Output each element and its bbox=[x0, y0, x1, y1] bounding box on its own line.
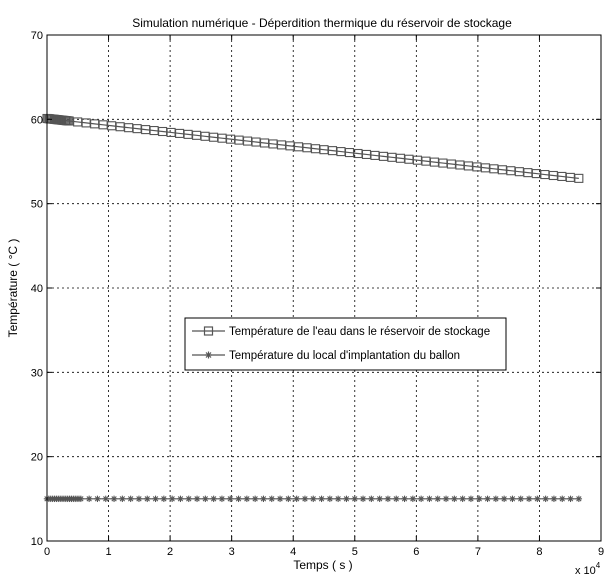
data-point bbox=[534, 495, 541, 503]
data-point bbox=[268, 495, 275, 503]
data-point bbox=[393, 495, 400, 503]
data-point bbox=[177, 495, 184, 503]
data-point bbox=[484, 495, 491, 503]
data-point bbox=[575, 495, 583, 503]
data-point bbox=[509, 495, 516, 503]
y-tick-label: 40 bbox=[31, 283, 43, 295]
data-point bbox=[409, 495, 417, 503]
data-point bbox=[417, 495, 425, 503]
legend-marker-room bbox=[205, 351, 212, 359]
data-point bbox=[559, 495, 566, 503]
data-point bbox=[251, 495, 259, 503]
x-tick-label: 4 bbox=[290, 546, 296, 558]
data-point bbox=[85, 495, 93, 503]
data-point bbox=[492, 495, 500, 503]
data-point bbox=[310, 495, 317, 503]
data-point bbox=[326, 495, 334, 503]
legend-label-water: Température de l'eau dans le réservoir d… bbox=[229, 326, 490, 338]
data-point bbox=[235, 495, 242, 503]
data-point bbox=[376, 495, 383, 503]
y-tick-label: 70 bbox=[31, 30, 43, 42]
x-tick-label: 2 bbox=[167, 546, 173, 558]
data-point bbox=[368, 495, 375, 503]
data-point bbox=[476, 495, 483, 503]
y-axis-label: Température ( °C ) bbox=[6, 239, 20, 338]
data-point bbox=[384, 495, 392, 503]
y-tick-label: 10 bbox=[31, 536, 43, 548]
data-point bbox=[426, 495, 433, 503]
data-point bbox=[525, 495, 533, 503]
data-point bbox=[467, 495, 475, 503]
data-point bbox=[185, 495, 192, 503]
x-tick-label: 5 bbox=[352, 546, 358, 558]
data-point bbox=[94, 495, 101, 503]
data-point bbox=[243, 495, 251, 503]
data-point bbox=[343, 495, 350, 503]
data-point bbox=[144, 495, 151, 503]
data-point bbox=[102, 495, 109, 503]
data-point bbox=[567, 495, 574, 503]
data-point bbox=[152, 495, 159, 503]
data-point bbox=[542, 495, 549, 503]
data-point bbox=[293, 495, 300, 503]
y-tick-label: 50 bbox=[31, 199, 43, 211]
data-point bbox=[193, 495, 201, 503]
data-point bbox=[285, 495, 292, 503]
legend: Température de l'eau dans le réservoir d… bbox=[184, 317, 507, 371]
data-point bbox=[451, 495, 458, 503]
data-point bbox=[77, 495, 85, 503]
x-tick-label: 8 bbox=[536, 546, 542, 558]
data-point bbox=[574, 173, 584, 183]
y-tick-label: 30 bbox=[31, 367, 43, 379]
x-axis-label: Temps ( s ) bbox=[293, 558, 352, 572]
legend-box bbox=[184, 317, 507, 371]
x-tick-label: 1 bbox=[105, 546, 111, 558]
data-point bbox=[227, 495, 234, 503]
x-exponent-base: x 10 bbox=[575, 565, 596, 576]
data-point bbox=[135, 495, 143, 503]
data-point bbox=[301, 495, 309, 503]
y-tick-label: 20 bbox=[31, 452, 43, 464]
data-point bbox=[318, 495, 325, 503]
data-point bbox=[210, 495, 217, 503]
y-tick-label: 60 bbox=[31, 114, 43, 126]
x-tick-label: 9 bbox=[598, 546, 604, 558]
data-point bbox=[168, 495, 176, 503]
data-point bbox=[276, 495, 284, 503]
x-exponent-label: x 104 bbox=[575, 561, 601, 576]
data-point bbox=[110, 495, 118, 503]
x-tick-label: 3 bbox=[229, 546, 235, 558]
data-point bbox=[500, 495, 508, 503]
data-point bbox=[351, 495, 358, 503]
data-point bbox=[127, 495, 134, 503]
x-exponent-power: 4 bbox=[596, 561, 601, 570]
legend-marker-water bbox=[203, 326, 214, 336]
data-point bbox=[550, 495, 558, 503]
data-point bbox=[160, 495, 168, 503]
data-point bbox=[218, 495, 226, 503]
data-point bbox=[434, 495, 441, 503]
data-point bbox=[442, 495, 450, 503]
x-tick-label: 0 bbox=[44, 546, 50, 558]
data-point bbox=[119, 495, 126, 503]
legend-label-room: Température du local d'implantation du b… bbox=[229, 350, 460, 362]
grid bbox=[47, 35, 601, 541]
data-point bbox=[260, 495, 267, 503]
data-point bbox=[517, 495, 524, 503]
x-tick-label: 6 bbox=[413, 546, 419, 558]
data-point bbox=[334, 495, 342, 503]
data-point bbox=[459, 495, 466, 503]
series-group bbox=[42, 113, 584, 503]
ticks: 0 1 2 3 4 5 6 7 8 9 10 20 30 40 50 60 70 bbox=[31, 30, 604, 558]
x-tick-label: 7 bbox=[475, 546, 481, 558]
chart-title: Simulation numérique - Déperdition therm… bbox=[132, 16, 512, 30]
series-1 bbox=[43, 495, 583, 503]
data-point bbox=[359, 495, 367, 503]
data-point bbox=[202, 495, 209, 503]
data-point bbox=[401, 495, 408, 503]
